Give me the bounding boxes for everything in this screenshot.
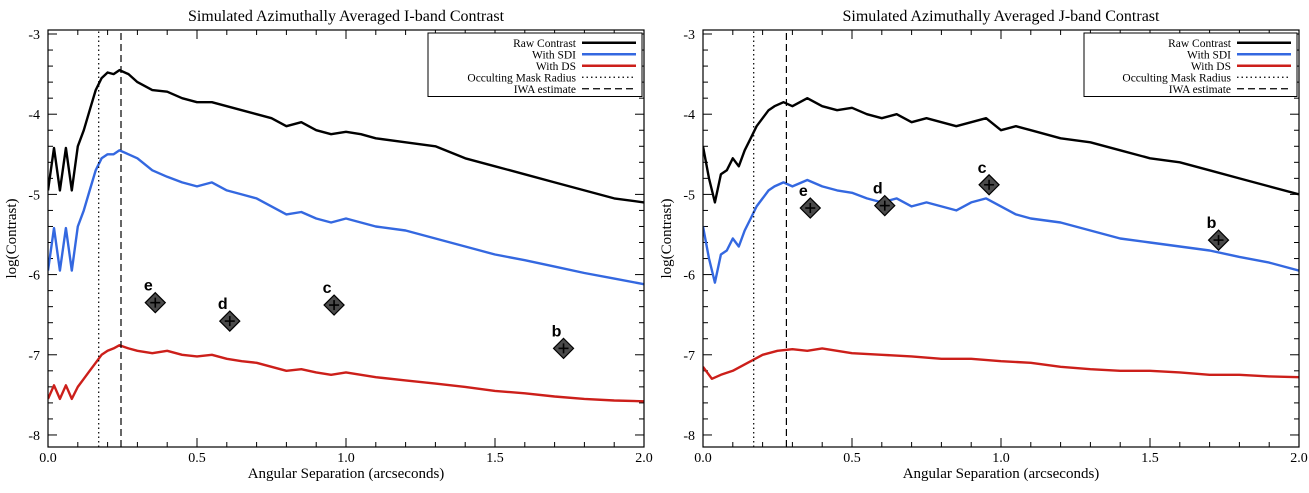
legend-label: Raw Contrast (513, 38, 577, 50)
x-tick-label: 1.5 (1141, 451, 1159, 466)
x-tick-label: 0.5 (188, 451, 206, 466)
planet-label-c: c (978, 160, 987, 177)
y-tick-label: -8 (28, 429, 40, 444)
x-axis-label: Angular Separation (arcseconds) (903, 466, 1100, 482)
x-tick-label: 1.5 (486, 451, 504, 466)
legend-label: IWA estimate (514, 84, 576, 96)
planet-label-e: e (144, 278, 153, 295)
x-tick-label: 0.0 (39, 451, 57, 466)
y-axis-label: log(Contrast) (4, 199, 20, 279)
series-line-with-ds (703, 347, 1299, 380)
x-axis-label: Angular Separation (arcseconds) (248, 466, 445, 482)
planet-label-c: c (323, 280, 332, 297)
series-line-raw-contrast (703, 96, 1299, 204)
y-tick-label: -7 (28, 349, 40, 364)
legend-label: Raw Contrast (1168, 38, 1232, 50)
x-tick-label: 0.5 (843, 451, 861, 466)
y-tick-label: -4 (683, 108, 695, 123)
planet-label-e: e (799, 183, 808, 200)
series-line-raw-contrast (48, 68, 644, 204)
series-line-with-sdi (703, 178, 1299, 284)
legend-label: With DS (536, 61, 576, 73)
legend-label: Occulting Mask Radius (1122, 72, 1231, 84)
y-tick-label: -6 (683, 269, 695, 284)
legend-label: With SDI (532, 49, 576, 61)
y-tick-label: -6 (28, 269, 40, 284)
plot-frame (47, 29, 645, 448)
x-tick-label: 2.0 (1290, 451, 1308, 466)
chart-j-band: Simulated Azimuthally Averaged J-band Co… (659, 8, 1308, 482)
series-line-with-sdi (48, 149, 644, 286)
y-tick-label: -4 (28, 108, 40, 123)
plot-frame (702, 29, 1300, 448)
series-line-with-ds (48, 344, 644, 403)
x-tick-label: 1.0 (992, 451, 1010, 466)
x-tick-label: 1.0 (337, 451, 355, 466)
x-tick-label: 2.0 (635, 451, 653, 466)
chart-i-band: Simulated Azimuthally Averaged I-band Co… (4, 8, 653, 482)
y-tick-label: -5 (683, 188, 695, 203)
planet-label-d: d (218, 296, 228, 313)
planet-label-b: b (1207, 215, 1217, 232)
chart-title: Simulated Azimuthally Averaged I-band Co… (188, 8, 505, 25)
y-axis-label: log(Contrast) (659, 199, 675, 279)
x-tick-label: 0.0 (694, 451, 712, 466)
chart-title: Simulated Azimuthally Averaged J-band Co… (843, 8, 1161, 25)
planet-label-b: b (552, 323, 562, 340)
y-tick-label: -3 (28, 28, 40, 43)
y-tick-label: -7 (683, 349, 695, 364)
legend-label: IWA estimate (1169, 84, 1231, 96)
y-tick-label: -8 (683, 429, 695, 444)
legend-label: With DS (1191, 61, 1231, 73)
chart-panel-j-band: Simulated Azimuthally Averaged J-band Co… (655, 0, 1309, 488)
legend-label: Occulting Mask Radius (467, 72, 576, 84)
legend-label: With SDI (1187, 49, 1231, 61)
chart-panel-i-band: Simulated Azimuthally Averaged I-band Co… (0, 0, 654, 488)
y-tick-label: -5 (28, 188, 40, 203)
y-tick-label: -3 (683, 28, 695, 43)
planet-label-d: d (873, 181, 883, 198)
